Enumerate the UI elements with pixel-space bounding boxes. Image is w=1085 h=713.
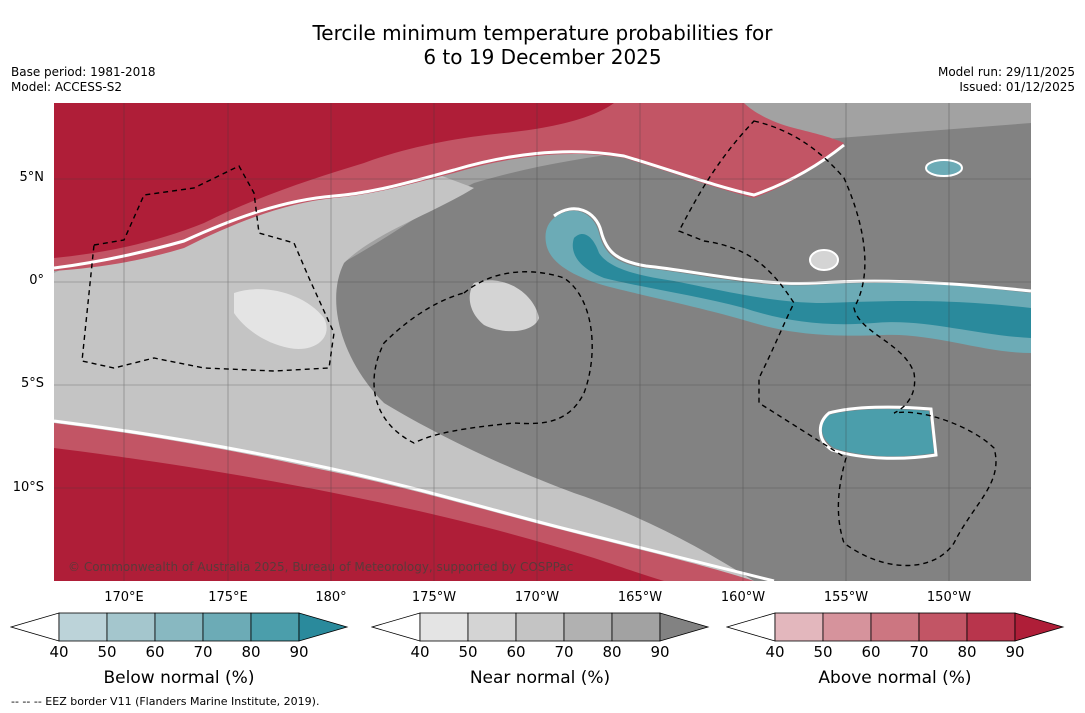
- above-normal-tick-50: 50: [813, 643, 833, 661]
- colorbar-segment: [966, 612, 1016, 642]
- lon-label-175w: 175°W: [411, 590, 457, 605]
- colorbar-extend-low: [10, 612, 60, 642]
- colorbar-segment: [106, 612, 156, 642]
- eez-border-kiribati-central: [373, 271, 593, 444]
- below-normal-small-patch-ne: [925, 159, 963, 177]
- above-normal-tick-80: 80: [957, 643, 977, 661]
- colorbar-segment: [467, 612, 517, 642]
- below-normal-tick-80: 80: [241, 643, 261, 661]
- lon-label-160w: 160°W: [720, 590, 766, 605]
- near-normal-tick-90: 90: [650, 643, 670, 661]
- model-name: Model: ACCESS-S2: [11, 80, 123, 94]
- colorbar-extend-low: [726, 612, 776, 642]
- title-line-2: 6 to 19 December 2025: [423, 45, 662, 69]
- colorbar-extend-high: [1014, 612, 1065, 642]
- lat-label-10s: 10°S: [12, 480, 44, 495]
- colorbar-extend-high: [659, 612, 710, 642]
- colorbar-extend-low: [371, 612, 421, 642]
- colorbar-extend-high: [298, 612, 349, 642]
- below-normal-tick-50: 50: [97, 643, 117, 661]
- lon-label-170e: 170°E: [104, 590, 144, 605]
- below-normal-title: Below normal (%): [103, 668, 255, 688]
- lon-label-155w: 155°W: [823, 590, 869, 605]
- colorbar-segment: [58, 612, 108, 642]
- near-normal-small-patch: [809, 249, 839, 271]
- tongue-white-edge: [553, 207, 1031, 293]
- colorbar-segment: [822, 612, 872, 642]
- below-normal-south-patch: [822, 409, 934, 457]
- issued-date: Issued: 01/12/2025: [959, 80, 1075, 94]
- map-title: Tercile minimum temperature probabilitie…: [0, 21, 1085, 69]
- near-normal-tick-40: 40: [410, 643, 430, 661]
- base-info: Base period: 1981-2018 Model: ACCESS-S2: [11, 65, 156, 95]
- eez-borders: [81, 120, 997, 567]
- lon-label-180: 180°: [315, 590, 347, 605]
- near-normal-tick-60: 60: [506, 643, 526, 661]
- colorbar-segment: [515, 612, 565, 642]
- below-normal-tick-70: 70: [193, 643, 213, 661]
- near-normal-light-patch-2: [469, 280, 539, 332]
- near-normal-light-west: [54, 173, 754, 581]
- colorbar-segment: [774, 612, 824, 642]
- below-normal-tick-90: 90: [289, 643, 309, 661]
- eez-footnote: -- -- -- EEZ border V11 (Flanders Marine…: [11, 695, 320, 708]
- colorbar-segment: [419, 612, 469, 642]
- lon-label-170w: 170°W: [514, 590, 560, 605]
- above-normal-colorbar: [726, 612, 1065, 642]
- near-normal-tick-50: 50: [458, 643, 478, 661]
- below-normal-tick-40: 40: [49, 643, 69, 661]
- colorbar-segment: [563, 612, 613, 642]
- run-info: Model run: 29/11/2025 Issued: 01/12/2025: [938, 65, 1075, 95]
- map-gridlines: [54, 103, 1031, 581]
- above-normal-south-core: [54, 448, 664, 581]
- lat-label-5s: 5°S: [20, 376, 44, 391]
- above-normal-title: Above normal (%): [818, 668, 972, 688]
- lon-label-150w: 150°W: [926, 590, 972, 605]
- colorbar-segment: [870, 612, 920, 642]
- lat-label-0: 0°: [29, 273, 44, 288]
- above-normal-tick-70: 70: [909, 643, 929, 661]
- below-normal-colorbar: [10, 612, 349, 642]
- colorbar-segment: [918, 612, 968, 642]
- probability-map: © Commonwealth of Australia 2025, Bureau…: [54, 103, 1031, 581]
- above-normal-tick-40: 40: [765, 643, 785, 661]
- near-normal-title: Near normal (%): [469, 668, 611, 688]
- below-normal-tongue-core: [572, 233, 1031, 338]
- above-normal-tick-90: 90: [1005, 643, 1025, 661]
- near-normal-colorbar: [371, 612, 710, 642]
- lon-label-175e: 175°E: [208, 590, 248, 605]
- below-normal-tick-60: 60: [145, 643, 165, 661]
- above-normal-north-core: [54, 103, 614, 258]
- north-band-white-edge: [54, 143, 845, 270]
- above-normal-tick-60: 60: [861, 643, 881, 661]
- copyright-text: © Commonwealth of Australia 2025, Bureau…: [68, 560, 573, 574]
- base-period: Base period: 1981-2018: [11, 65, 156, 79]
- model-run-date: Model run: 29/11/2025: [937, 65, 1075, 79]
- eez-border-kiribati-east: [678, 120, 997, 567]
- south-patch-white-edge: [818, 405, 938, 460]
- colorbar-segment: [250, 612, 300, 642]
- colorbar-segment: [154, 612, 204, 642]
- colorbar-segment: [202, 612, 252, 642]
- lat-label-5n: 5°N: [19, 170, 45, 185]
- near-normal-tick-80: 80: [602, 643, 622, 661]
- south-band-white-edge: [54, 419, 775, 581]
- lon-label-165w: 165°W: [617, 590, 663, 605]
- near-normal-lightest-patch: [234, 289, 327, 349]
- eez-border-kiribati-west: [81, 165, 335, 372]
- colorbar-segment: [611, 612, 661, 642]
- near-normal-tick-70: 70: [554, 643, 574, 661]
- title-line-1: Tercile minimum temperature probabilitie…: [312, 21, 773, 45]
